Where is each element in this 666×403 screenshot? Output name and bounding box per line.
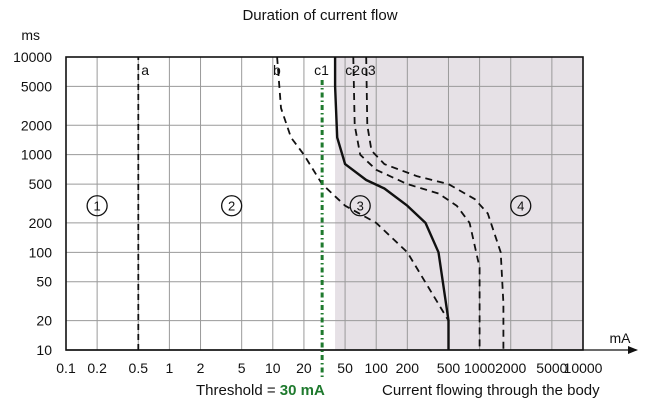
curve-label-c3: c3 [361, 62, 376, 78]
threshold-caption-prefix: Threshold = [196, 382, 280, 399]
curve-label-a: a [141, 62, 149, 78]
y-tick-label: 5000 [21, 78, 52, 94]
x-tick-label: 5000 [536, 360, 567, 376]
y-tick-label: 10 [36, 342, 52, 358]
x-tick-label: 1000 [464, 360, 495, 376]
threshold-caption-value: 30 mA [280, 382, 325, 399]
zone-marker-label: 4 [517, 199, 524, 214]
x-tick-label: 2 [197, 360, 205, 376]
curve-label-b: b [273, 62, 281, 78]
y-tick-label: 100 [29, 244, 53, 260]
zone-marker-label: 3 [357, 199, 364, 214]
chart-title: Duration of current flow [242, 7, 397, 24]
curve-label-c1: c1 [314, 62, 329, 78]
zone-marker-label: 1 [94, 199, 101, 214]
zone-marker-3: 3 [349, 195, 371, 217]
curve-c2 [352, 56, 481, 350]
x-unit-label: mA [610, 330, 632, 346]
x-tick-label: 50 [337, 360, 353, 376]
curve-labels: a b c1 c2 c3 [141, 62, 376, 78]
y-tick-label: 10000 [13, 49, 52, 65]
zone-marker-circle [86, 195, 108, 217]
shaded-zone [335, 57, 583, 350]
x-tick-labels: 0.1 0.2 0.5 1 2 5 10 20 50 100 200 500 1000 2000 50001… [56, 360, 602, 376]
curve-c3 [365, 56, 505, 350]
x-tick-label: 10 [265, 360, 281, 376]
zone-marker-1: 1 [86, 195, 108, 217]
y-tick-labels: 10 20 50 100 200 500 1000 2000 5000 10000 [13, 49, 52, 358]
y-tick-label: 2000 [21, 117, 52, 133]
x-tick-label: 20 [296, 360, 312, 376]
x-tick-label: 0.2 [87, 360, 107, 376]
x-axis-title: Current flowing through the body [382, 382, 600, 399]
curve-label-c2: c2 [345, 62, 360, 78]
threshold-caption: Threshold = 30 mA [196, 382, 325, 399]
y-tick-label: 200 [29, 215, 53, 231]
x-tick-label: 100 [365, 360, 389, 376]
y-tick-label: 20 [36, 313, 52, 329]
curve-c1 [333, 57, 450, 350]
zone-marker-circle [221, 195, 243, 217]
zone-marker-circle [349, 195, 371, 217]
x-tick-label: 1 [166, 360, 174, 376]
x-tick-label: 0.5 [129, 360, 149, 376]
y-tick-label: 1000 [21, 147, 52, 163]
zone-marker-4: 4 [510, 195, 532, 217]
x-tick-label: 500 [437, 360, 461, 376]
y-tick-label: 500 [29, 176, 53, 192]
x-tick-label: 200 [396, 360, 420, 376]
zone-marker-label: 2 [228, 199, 235, 214]
x-tick-label: 10000 [564, 360, 603, 376]
zone-markers: 1 2 3 4 [86, 195, 532, 217]
zone-marker-circle [510, 195, 532, 217]
x-axis-arrowhead [628, 346, 638, 354]
y-unit-label: ms [21, 27, 40, 43]
x-tick-label: 2000 [495, 360, 526, 376]
x-tick-label: 0.1 [56, 360, 76, 376]
x-tick-label: 5 [238, 360, 246, 376]
zone-marker-2: 2 [221, 195, 243, 217]
y-tick-label: 50 [36, 274, 52, 290]
